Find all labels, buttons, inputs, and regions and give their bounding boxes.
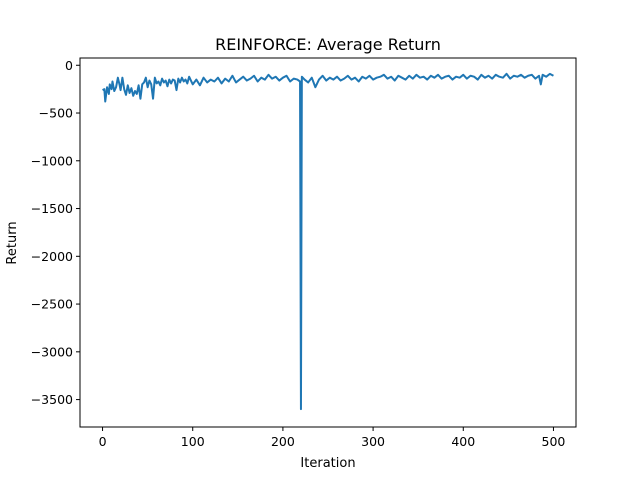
y-tick-label: −1500 xyxy=(31,201,73,216)
y-tick-label: 0 xyxy=(65,58,73,73)
y-tick-label: −3000 xyxy=(31,344,73,359)
series-line xyxy=(102,72,554,411)
x-tick-label: 200 xyxy=(271,434,295,449)
y-axis-label: Return xyxy=(5,221,20,264)
y-tick-label: −1000 xyxy=(31,153,73,168)
y-tick-label: −2500 xyxy=(31,297,73,312)
axis-ticks: 0 100 200 300 400 500 0 −500 −1000 −1500 −2000 −250… xyxy=(31,58,566,449)
y-tick-label: −500 xyxy=(39,106,73,121)
chart-title: REINFORCE: Average Return xyxy=(215,35,441,54)
x-tick-label: 500 xyxy=(542,434,566,449)
x-tick-label: 0 xyxy=(99,434,107,449)
x-tick-label: 100 xyxy=(181,434,205,449)
x-tick-label: 400 xyxy=(451,434,475,449)
y-tick-label: −2000 xyxy=(31,249,73,264)
axes-frame xyxy=(79,57,577,428)
x-tick-label: 300 xyxy=(361,434,385,449)
plot-area xyxy=(102,72,554,411)
y-tick-label: −3500 xyxy=(31,392,73,407)
x-axis-label: Iteration xyxy=(300,456,355,471)
